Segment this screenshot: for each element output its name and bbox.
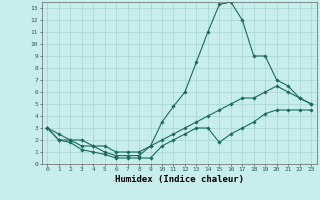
X-axis label: Humidex (Indice chaleur): Humidex (Indice chaleur) bbox=[115, 175, 244, 184]
